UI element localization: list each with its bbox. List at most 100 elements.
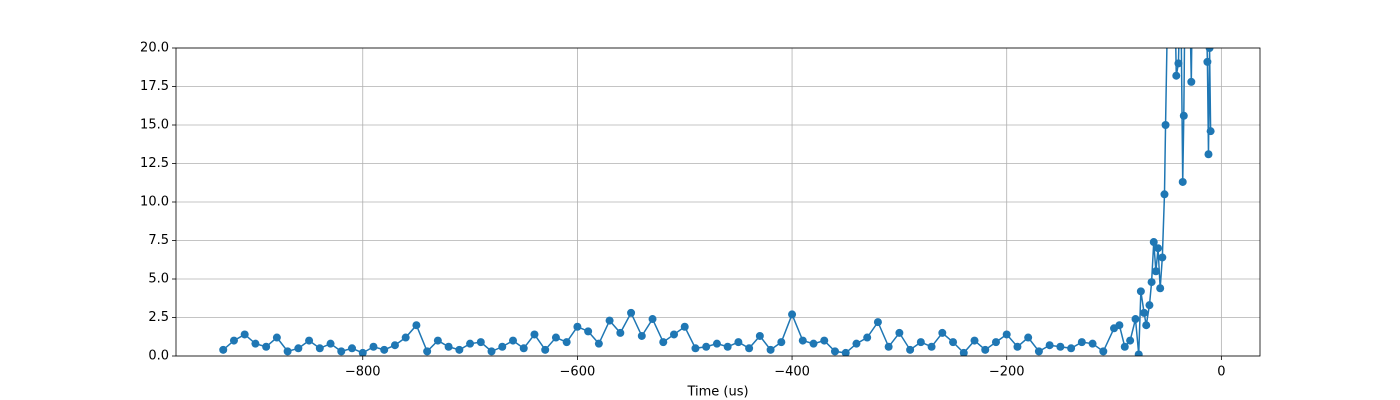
x-tick-label: −600 xyxy=(560,365,596,380)
data-point xyxy=(1115,321,1124,330)
data-point xyxy=(444,342,453,351)
data-point xyxy=(1099,347,1108,356)
data-point xyxy=(1179,111,1188,120)
data-point xyxy=(605,316,614,325)
y-tick-label: 12.5 xyxy=(140,156,169,171)
data-point xyxy=(562,338,571,347)
data-point xyxy=(1161,121,1170,129)
data-point xyxy=(541,345,550,354)
y-tick-label: 2.5 xyxy=(148,310,169,325)
data-point xyxy=(594,339,603,348)
data-point xyxy=(1056,342,1065,351)
data-point xyxy=(798,336,807,345)
data-point xyxy=(1034,347,1043,356)
x-axis-label: Time (us) xyxy=(686,385,748,400)
data-point xyxy=(1172,71,1181,80)
data-point xyxy=(455,345,464,354)
data-point xyxy=(1151,267,1160,276)
data-point xyxy=(745,344,754,353)
data-point xyxy=(1174,59,1183,68)
data-point xyxy=(1120,342,1129,351)
data-point xyxy=(1204,150,1213,159)
data-point xyxy=(573,322,582,331)
data-point xyxy=(1131,315,1140,324)
data-point xyxy=(1045,341,1054,350)
data-point xyxy=(788,310,797,319)
data-point xyxy=(305,336,314,345)
data-point xyxy=(1142,321,1151,330)
data-point xyxy=(509,336,518,345)
data-point xyxy=(251,339,260,348)
data-point xyxy=(1002,330,1011,339)
data-point xyxy=(1013,342,1022,351)
data-point xyxy=(927,342,936,351)
data-point xyxy=(1077,338,1086,347)
y-tick-label: 15.0 xyxy=(140,118,169,133)
data-point xyxy=(949,338,958,347)
data-point xyxy=(390,341,399,350)
data-point xyxy=(487,347,496,356)
data-point xyxy=(315,344,324,353)
data-point xyxy=(1140,308,1149,317)
data-point xyxy=(1126,336,1135,345)
y-tick-label: 5.0 xyxy=(148,272,169,287)
data-point xyxy=(916,338,925,347)
data-point xyxy=(519,344,528,353)
series-line xyxy=(222,48,1212,355)
y-tick-label: 0.0 xyxy=(148,349,169,364)
data-point xyxy=(401,333,410,342)
data-point xyxy=(1164,0,1172,6)
data-point xyxy=(863,333,872,342)
y-tick-label: 7.5 xyxy=(148,233,169,248)
data-point xyxy=(551,333,560,342)
y-tick-label: 20.0 xyxy=(140,41,169,56)
data-point xyxy=(755,331,764,340)
data-point xyxy=(1205,48,1214,52)
data-point xyxy=(637,331,646,340)
data-point xyxy=(809,339,818,348)
data-point xyxy=(991,338,1000,347)
data-point xyxy=(723,342,732,351)
data-point xyxy=(691,344,700,353)
data-point xyxy=(659,338,668,347)
data-point xyxy=(702,342,711,351)
data-point xyxy=(1149,238,1158,247)
data-point xyxy=(1145,301,1154,310)
data-point xyxy=(959,348,968,356)
y-tick-label: 17.5 xyxy=(140,79,169,94)
data-point xyxy=(1203,57,1212,66)
data-point xyxy=(1158,253,1167,262)
data-point xyxy=(283,347,292,356)
data-point xyxy=(1154,244,1163,253)
data-point xyxy=(466,339,475,348)
data-point xyxy=(970,336,979,345)
data-point xyxy=(1136,287,1145,296)
data-point xyxy=(229,336,238,345)
data-point xyxy=(777,338,786,347)
data-point xyxy=(1187,77,1196,86)
data-point xyxy=(895,328,904,337)
data-point xyxy=(1134,350,1143,356)
data-point xyxy=(884,342,893,351)
y-tick-label: 10.0 xyxy=(140,195,169,210)
data-point xyxy=(1160,190,1169,199)
x-tick-label: −800 xyxy=(345,365,381,380)
data-point xyxy=(369,342,378,351)
data-point xyxy=(1156,284,1165,293)
data-point xyxy=(712,339,721,348)
data-point xyxy=(240,330,249,339)
x-tick-label: −200 xyxy=(989,365,1025,380)
data-point xyxy=(498,342,507,351)
data-point xyxy=(412,321,421,330)
data-point xyxy=(433,336,442,345)
data-point xyxy=(830,347,839,356)
data-point xyxy=(820,336,829,345)
data-point xyxy=(1178,177,1187,186)
data-point xyxy=(906,345,915,354)
x-tick-label: 0 xyxy=(1217,365,1225,380)
data-point xyxy=(380,345,389,354)
data-point xyxy=(680,322,689,331)
data-point xyxy=(530,330,539,339)
data-point xyxy=(476,338,485,347)
